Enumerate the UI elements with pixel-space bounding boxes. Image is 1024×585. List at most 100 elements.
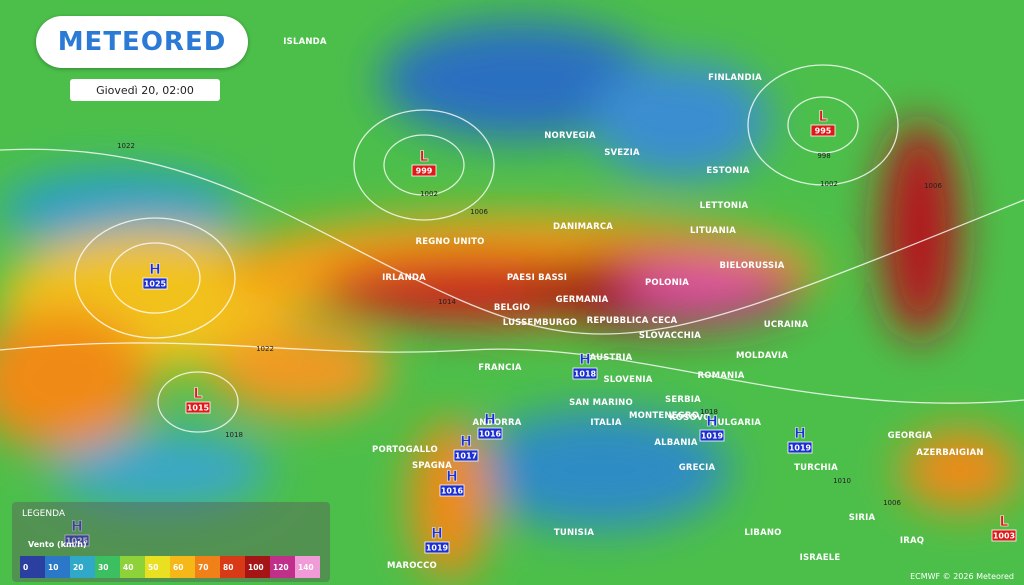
- pressure-type: L: [819, 109, 828, 125]
- country-label: SLOVENIA: [603, 375, 652, 385]
- scale-label: 30: [98, 563, 108, 572]
- pressure-type: H: [149, 262, 161, 278]
- country-label: LUSSEMBURGO: [503, 318, 577, 328]
- legend: LEGENDA Vento (km/h) 0 10 20 30 40 50 60 70 80 10…: [12, 502, 330, 582]
- scale-swatch: [120, 556, 145, 578]
- pressure-type: H: [794, 426, 806, 442]
- country-label: LETTONIA: [700, 201, 749, 211]
- country-label: ESTONIA: [706, 166, 749, 176]
- pressure-box: [424, 541, 450, 554]
- credit: ECMWF © 2026 Meteored: [910, 572, 1014, 581]
- pressure-type: H: [579, 352, 591, 368]
- pressure-box: [411, 164, 437, 177]
- isobar-label: 1010: [833, 477, 851, 485]
- datetime: Giovedì 20, 02:00: [70, 79, 220, 101]
- scale-label: 40: [123, 563, 133, 572]
- country-label: REGNO UNITO: [415, 237, 484, 247]
- country-label: PORTOGALLO: [372, 445, 438, 455]
- isobar-label: 1022: [117, 142, 135, 150]
- country-label: ROMANIA: [697, 371, 744, 381]
- pressure-value: 1003: [993, 532, 1015, 541]
- pressure-box: [453, 449, 479, 462]
- pressure-type: L: [194, 386, 203, 402]
- legend-unit: Vento (km/h): [28, 540, 87, 549]
- isobar-label: 1002: [420, 190, 438, 198]
- country-label: AUSTRIA: [590, 353, 633, 363]
- scale-swatch: [95, 556, 120, 578]
- scale-swatch: [45, 556, 70, 578]
- scale-label: 60: [173, 563, 183, 572]
- scale-swatch: [295, 556, 320, 578]
- country-label: IRAQ: [900, 536, 924, 546]
- pressure-value: 1018: [574, 370, 597, 379]
- pressure-value: 1019: [701, 432, 724, 441]
- scale-label: 100: [248, 563, 264, 572]
- country-label: ITALIA: [590, 418, 621, 428]
- country-label: GRECIA: [679, 463, 716, 473]
- isobar-label: 998: [817, 152, 830, 160]
- isobar-label: 1018: [700, 408, 718, 416]
- isobar-label: 1014: [438, 298, 456, 306]
- country-label: TUNISIA: [554, 528, 594, 538]
- isobar-label: 1022: [256, 345, 274, 353]
- country-label: ANDORRA: [472, 418, 521, 428]
- country-label: GEORGIA: [888, 431, 933, 441]
- isobar-label: 1002: [820, 180, 838, 188]
- scale-label: 70: [198, 563, 208, 572]
- pressure-box: [439, 484, 465, 497]
- scale-label: 20: [73, 563, 83, 572]
- isobar-label: 1006: [470, 208, 488, 216]
- logo[interactable]: METEORED: [36, 16, 248, 68]
- isobar-label: 1006: [883, 499, 901, 507]
- country-label: FINLANDIA: [708, 73, 762, 83]
- country-label: NORVEGIA: [544, 131, 596, 141]
- legend-scale: 0 10 20 30 40 50 60 70 80 100 120 140: [20, 556, 320, 578]
- country-label: ISLANDA: [283, 37, 327, 47]
- scale-swatch: [245, 556, 270, 578]
- pressure-box: [142, 277, 168, 290]
- pressure-box: [810, 124, 836, 137]
- pressure-type: H: [460, 434, 472, 450]
- pressure-value: 1025: [144, 280, 167, 289]
- country-label: ALBANIA: [654, 438, 698, 448]
- scale-label: 10: [48, 563, 58, 572]
- country-label: SVEZIA: [604, 148, 640, 158]
- scale-swatch: [145, 556, 170, 578]
- scale-swatch: [270, 556, 295, 578]
- isobar-label: 1018: [225, 431, 243, 439]
- scale-swatch: [195, 556, 220, 578]
- pressure-value: 1019: [789, 444, 812, 453]
- scale-label: 50: [148, 563, 158, 572]
- country-label: MONTENEGRO: [629, 411, 699, 421]
- country-label: KOSOVO: [669, 413, 710, 423]
- country-label: MAROCCO: [387, 561, 437, 571]
- pressure-type: H: [71, 519, 83, 535]
- country-label: BULGARIA: [711, 418, 761, 428]
- isobar-label: 1006: [924, 182, 942, 190]
- scale-swatch: [20, 556, 45, 578]
- pressure-value: 1017: [455, 452, 477, 461]
- scale-label: 140: [298, 563, 314, 572]
- pressure-value: 995: [815, 127, 832, 136]
- scale-swatch: [70, 556, 95, 578]
- country-label: PAESI BASSI: [507, 273, 567, 283]
- pressure-value: 1016: [441, 487, 464, 496]
- pressure-value: 1016: [479, 430, 502, 439]
- country-label: POLONIA: [645, 278, 689, 288]
- pressure-type: H: [446, 469, 458, 485]
- country-label: TURCHIA: [794, 463, 838, 473]
- scale-label: 80: [223, 563, 233, 572]
- scale-label: 120: [273, 563, 289, 572]
- pressure-box: [64, 534, 90, 547]
- country-label: LITUANIA: [690, 226, 736, 236]
- scale-swatch: [170, 556, 195, 578]
- pressure-type: L: [1000, 514, 1009, 530]
- country-label: IRLANDA: [382, 273, 426, 283]
- country-label: BELGIO: [494, 303, 530, 313]
- country-label: LIBANO: [744, 528, 781, 538]
- legend-title: LEGENDA: [22, 509, 66, 519]
- pressure-box: [477, 427, 503, 440]
- pressure-type: H: [431, 526, 443, 542]
